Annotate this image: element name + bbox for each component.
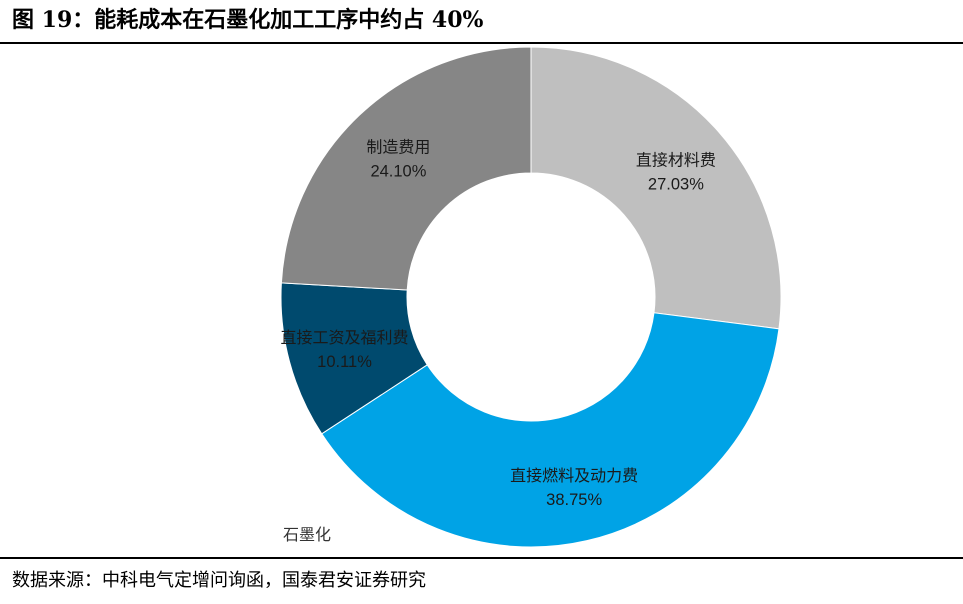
source-note: 数据来源：中科电气定增问询函，国泰君安证券研究 [12,570,426,591]
donut-slices [280,46,782,548]
title-rule [0,42,963,44]
slice-value-label-3: 24.10% [370,163,426,181]
slice-name-label-1: 直接燃料及动力费 [510,466,638,485]
donut-chart: 直接材料费 27.03% 直接燃料及动力费 38.75% 直接工资及福利费 10.11% 制… [280,46,782,548]
slice-value-label-1: 38.75% [546,491,602,509]
slice-1 [321,312,780,548]
slice-3 [280,46,532,291]
figure-title: 图 19：能耗成本在石墨化加工工序中约占 40% [12,7,484,33]
slice-name-label-2: 直接工资及福利费 [281,328,409,347]
source-rule [0,557,963,559]
slice-0 [530,46,782,330]
donut-labels: 直接材料费 27.03% 直接燃料及动力费 38.75% 直接工资及福利费 10.11% 制… [281,138,716,509]
slice-name-label-0: 直接材料费 [636,151,716,170]
slice-name-label-3: 制造费用 [366,138,430,157]
slice-value-label-2: 10.11% [317,353,372,371]
slice-value-label-0: 27.03% [648,176,704,194]
category-label: 石墨化 [283,525,331,544]
